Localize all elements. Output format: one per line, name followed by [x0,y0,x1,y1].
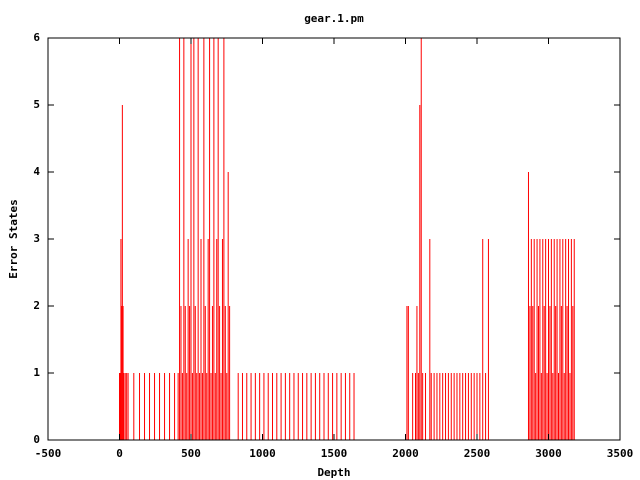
y-tick-label: 0 [33,433,40,446]
x-tick-label: 500 [181,447,201,460]
y-tick-label: 4 [33,165,40,178]
y-tick-label: 6 [33,31,40,44]
x-tick-label: -500 [35,447,62,460]
x-tick-label: 1000 [249,447,276,460]
y-tick-label: 5 [33,98,40,111]
x-tick-label: 2000 [392,447,419,460]
x-tick-label: 0 [116,447,123,460]
y-axis-label: Error States [7,199,20,278]
chart-title: gear.1.pm [304,12,364,25]
y-tick-label: 2 [33,299,40,312]
y-tick-label: 1 [33,366,40,379]
y-tick-label: 3 [33,232,40,245]
x-axis-label: Depth [317,466,350,479]
plot-frame [47,37,621,441]
x-tick-label: 2500 [464,447,491,460]
x-tick-label: 3500 [607,447,634,460]
x-tick-label: 3000 [535,447,562,460]
x-tick-label: 1500 [321,447,348,460]
